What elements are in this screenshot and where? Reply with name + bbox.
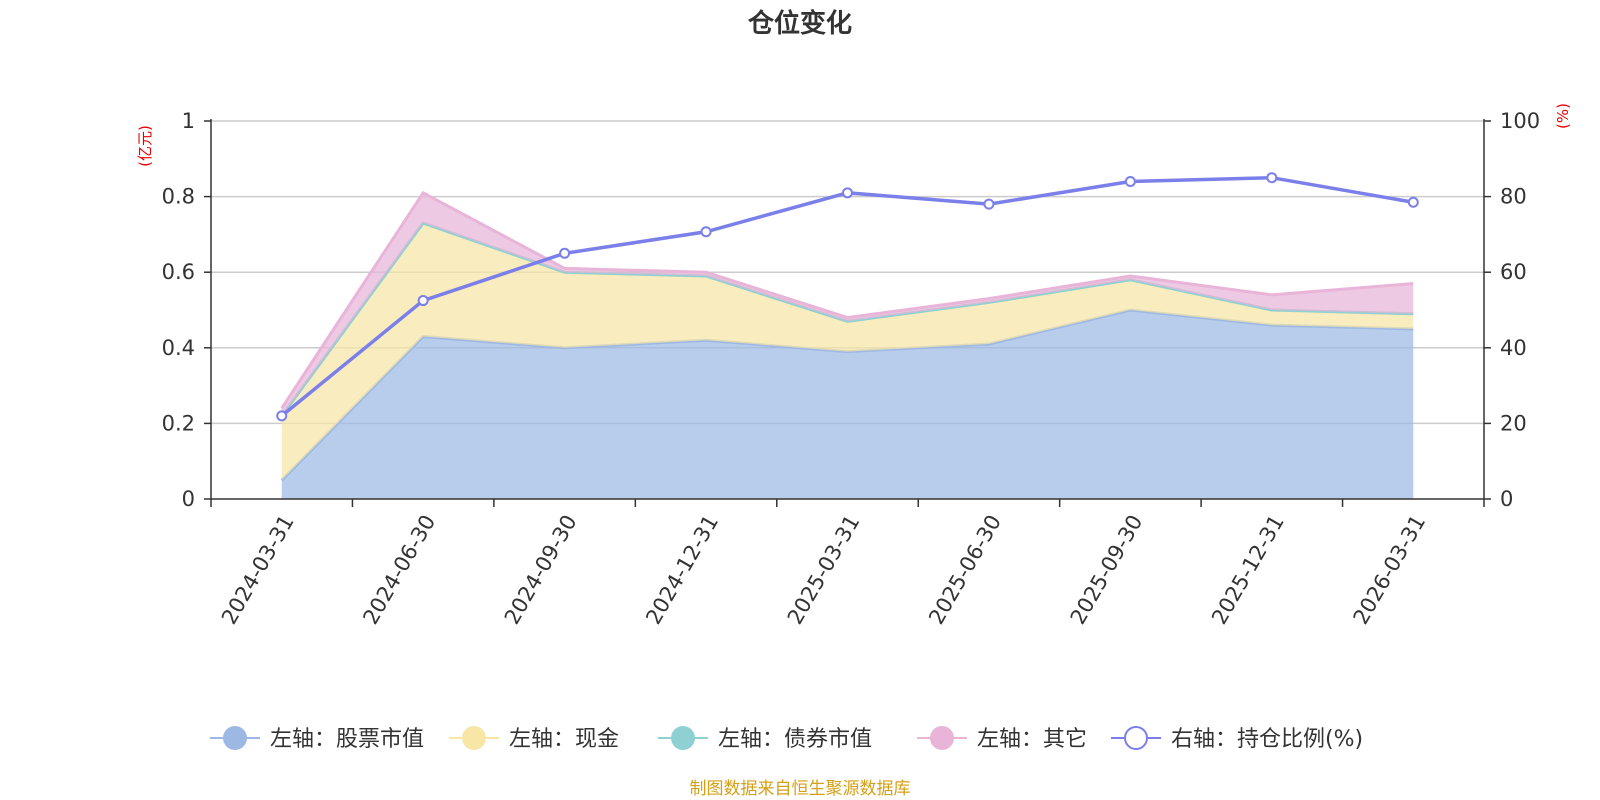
ratio-point xyxy=(1124,175,1136,187)
legend-symbol xyxy=(1124,726,1148,750)
data-source-note: 制图数据来自恒生聚源数据库 xyxy=(690,779,911,799)
ratio-point xyxy=(276,410,288,422)
right-axis-tick-label: 20 xyxy=(1500,411,1527,435)
legend-label: 左轴：其它 xyxy=(977,727,1087,752)
area-左轴：现金 xyxy=(281,223,1414,481)
legend-symbol xyxy=(223,726,247,750)
legend-item[interactable]: 左轴：股票市值 xyxy=(210,726,424,752)
right-axis-tick-label: 60 xyxy=(1500,260,1527,284)
left-axis-tick-label: 1 xyxy=(182,109,195,133)
legend-label: 左轴：债券市值 xyxy=(718,727,872,752)
chart-title: 仓位变化 xyxy=(747,8,852,39)
area-左轴：股票市值 xyxy=(281,310,1414,499)
right-axis-tick-label: 0 xyxy=(1500,487,1513,511)
left-axis-tick-label: 0.2 xyxy=(162,411,195,435)
ratio-point xyxy=(983,198,995,210)
x-axis-tick-label: 2025-06-30 xyxy=(924,511,1006,629)
legend-symbol xyxy=(930,726,954,750)
x-axis-tick-label: 2024-09-30 xyxy=(500,511,582,629)
left-axis-tick-label: 0.8 xyxy=(162,185,195,209)
right-axis-tick-label: 40 xyxy=(1500,336,1527,360)
ratio-point xyxy=(559,247,571,259)
legend-item[interactable]: 左轴：债券市值 xyxy=(658,726,872,752)
legend-label: 左轴：现金 xyxy=(509,727,619,752)
legend-symbol xyxy=(462,726,486,750)
x-axis-tick-label: 2026-03-31 xyxy=(1349,511,1431,629)
area-edge-左轴：其它 xyxy=(280,190,1414,410)
ratio-point xyxy=(417,295,429,307)
legend-item[interactable]: 左轴：现金 xyxy=(449,726,619,752)
ratio-point xyxy=(700,226,712,238)
right-axis-unit: (%) xyxy=(1554,103,1572,129)
ratio-point xyxy=(842,187,853,199)
x-axis-tick-label: 2025-12-31 xyxy=(1207,511,1289,629)
stacked-areas xyxy=(280,190,1414,499)
left-axis-tick-label: 0.4 xyxy=(162,336,195,360)
legend-item[interactable]: 左轴：其它 xyxy=(917,726,1087,752)
x-axis-tick-label: 2025-09-30 xyxy=(1066,511,1148,629)
legend-symbol xyxy=(671,726,695,750)
right-axis-tick-label: 100 xyxy=(1500,109,1540,133)
x-axis-tick-label: 2024-03-31 xyxy=(217,511,299,629)
x-axis-tick-label: 2024-06-30 xyxy=(358,511,440,629)
left-axis-tick-label: 0 xyxy=(182,487,195,511)
legend[interactable]: 左轴：股票市值 左轴：现金 左轴：债券市值 左轴：其它 右轴：持仓比例(%) xyxy=(210,726,1363,752)
ratio-point xyxy=(1407,196,1419,208)
ratio-point xyxy=(1266,172,1278,184)
holding-ratio-line xyxy=(276,172,1419,422)
x-axis-tick-label: 2025-03-31 xyxy=(783,511,865,629)
legend-label: 左轴：股票市值 xyxy=(270,727,424,752)
right-axis-tick-label: 80 xyxy=(1500,185,1527,209)
legend-item[interactable]: 右轴：持仓比例(%) xyxy=(1111,726,1363,752)
left-axis-unit: (亿元) xyxy=(136,125,154,167)
x-axis-tick-label: 2024-12-31 xyxy=(641,511,723,629)
left-axis-tick-label: 0.6 xyxy=(162,260,195,284)
legend-label: 右轴：持仓比例(%) xyxy=(1171,727,1363,752)
